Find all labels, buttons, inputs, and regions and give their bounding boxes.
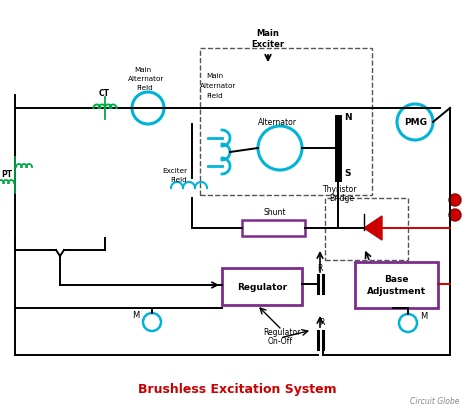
Text: Base: Base <box>384 276 409 285</box>
Circle shape <box>449 209 461 221</box>
Text: Main: Main <box>134 67 151 73</box>
Text: Brushless Excitation System: Brushless Excitation System <box>137 384 337 396</box>
Text: Main: Main <box>206 73 223 79</box>
Text: Thyristor: Thyristor <box>323 185 357 194</box>
Text: Alternator: Alternator <box>128 76 164 82</box>
Text: Field: Field <box>136 85 153 91</box>
Text: PT: PT <box>1 170 12 179</box>
Text: PMG: PMG <box>404 118 427 127</box>
Text: Adjustment: Adjustment <box>367 288 426 297</box>
Bar <box>200 48 372 195</box>
Text: R: R <box>319 318 324 327</box>
Text: Bridge: Bridge <box>329 194 354 203</box>
Text: R: R <box>317 264 322 273</box>
Text: S: S <box>344 169 350 178</box>
Text: Exciter: Exciter <box>251 40 284 49</box>
Text: M: M <box>132 311 139 320</box>
Bar <box>355 262 438 308</box>
Text: Alternator: Alternator <box>200 83 237 89</box>
Text: Regulator: Regulator <box>237 283 287 293</box>
Circle shape <box>449 194 461 206</box>
Bar <box>325 198 408 260</box>
Text: Regulator: Regulator <box>263 328 301 337</box>
Bar <box>242 220 305 236</box>
Text: Field: Field <box>170 177 187 183</box>
Text: Field: Field <box>206 93 223 99</box>
Text: Circuit Globe: Circuit Globe <box>410 397 460 406</box>
Bar <box>222 268 302 305</box>
Text: Alternator: Alternator <box>258 118 297 127</box>
Text: Exciter: Exciter <box>162 168 187 174</box>
Text: Shunt: Shunt <box>264 208 286 217</box>
Polygon shape <box>364 216 382 240</box>
Text: M: M <box>420 312 427 321</box>
Text: CT: CT <box>99 89 110 98</box>
Text: Main: Main <box>256 29 280 38</box>
Text: On-Off: On-Off <box>268 337 293 346</box>
Text: N: N <box>344 113 352 122</box>
